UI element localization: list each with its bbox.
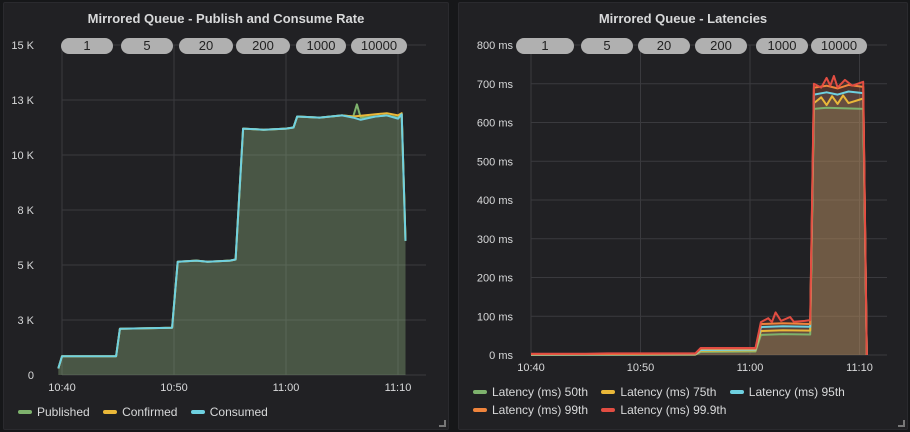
axes: 0 ms 100 ms 200 ms 300 ms 400 ms 500 ms 600 ms… <box>477 40 887 374</box>
panel-latencies: Mirrored Queue - Latencies 0 ms 100 ms 200… <box>458 2 908 430</box>
series-line <box>57 113 407 369</box>
legend-swatch <box>103 410 118 414</box>
legend-label: Latency (ms) 99.9th <box>620 403 727 417</box>
y-tick-label: 300 ms <box>477 234 514 246</box>
annotation-pill[interactable]: 200 <box>695 38 747 54</box>
legend-label: Latency (ms) 95th <box>748 385 845 399</box>
annotation-pill[interactable]: 20 <box>638 38 690 54</box>
series-area <box>531 91 867 355</box>
series-area <box>58 114 406 376</box>
legend-item-99th[interactable]: Latency (ms) 99th <box>473 401 588 419</box>
chart-publish-consume-rate: 0 3 K 5 K 8 K 10 K 13 K 15 K 10:40 10:50 11:00 11:… <box>11 40 426 394</box>
y-tick-label: 15 K <box>11 40 34 52</box>
series-line <box>531 75 868 356</box>
series-area <box>531 84 867 356</box>
legend-label: Latency (ms) 75th <box>620 385 717 399</box>
annotation-pill[interactable]: 1 <box>516 38 574 54</box>
legend-item-confirmed[interactable]: Confirmed <box>103 403 177 421</box>
y-tick-label: 0 ms <box>489 350 513 362</box>
y-tick-label: 5 K <box>17 260 34 272</box>
legend-label: Latency (ms) 99th <box>492 403 589 417</box>
y-tick-label: 600 ms <box>477 118 514 130</box>
resize-handle[interactable] <box>898 420 905 427</box>
annotation-pill[interactable]: 20 <box>179 38 233 54</box>
annotation-pill[interactable]: 1000 <box>756 38 808 54</box>
legend: Published Confirmed Consumed <box>18 403 278 421</box>
legend-item-99-9th[interactable]: Latency (ms) 99.9th <box>601 401 726 419</box>
legend-swatch <box>729 390 744 394</box>
series-area <box>531 76 867 355</box>
annotation-pill[interactable]: 10000 <box>811 38 867 54</box>
legend: Latency (ms) 50th Latency (ms) 75th Late… <box>473 383 903 419</box>
resize-handle[interactable] <box>439 420 446 427</box>
y-tick-label: 8 K <box>17 205 34 217</box>
series-area <box>58 113 406 375</box>
x-tick-label: 11:00 <box>737 362 764 374</box>
x-tick-label: 10:50 <box>627 362 655 374</box>
y-tick-label: 700 ms <box>477 79 514 91</box>
x-tick-label: 10:40 <box>48 382 76 394</box>
y-tick-label: 13 K <box>11 95 34 107</box>
y-tick-label: 200 ms <box>477 273 514 285</box>
chart-latencies: 0 ms 100 ms 200 ms 300 ms 400 ms 500 ms 600 ms… <box>477 40 887 374</box>
y-tick-label: 400 ms <box>477 195 514 207</box>
x-tick-label: 11:10 <box>846 362 873 374</box>
legend-label: Consumed <box>209 405 268 419</box>
annotation-pill[interactable]: 10000 <box>351 38 407 54</box>
legend-item-published[interactable]: Published <box>18 403 90 421</box>
y-tick-label: 0 <box>28 370 34 382</box>
legend-label: Latency (ms) 50th <box>492 385 589 399</box>
panel-title[interactable]: Mirrored Queue - Latencies <box>598 11 768 26</box>
x-tick-label: 10:40 <box>517 362 545 374</box>
legend-swatch <box>601 408 616 412</box>
y-tick-label: 3 K <box>17 315 34 327</box>
annotation-pill[interactable]: 5 <box>581 38 633 54</box>
panel-title[interactable]: Mirrored Queue - Publish and Consume Rat… <box>87 11 365 26</box>
y-tick-label: 500 ms <box>477 156 514 168</box>
legend-label: Confirmed <box>122 405 178 419</box>
annotation-pill[interactable]: 1 <box>61 38 113 54</box>
annotation-pill[interactable]: 1000 <box>296 38 346 54</box>
legend-swatch <box>473 390 487 394</box>
series-area <box>58 104 406 376</box>
legend-item-50th[interactable]: Latency (ms) 50th <box>473 383 588 401</box>
legend-item-consumed[interactable]: Consumed <box>190 403 268 421</box>
axes: 0 3 K 5 K 8 K 10 K 13 K 15 K 10:40 10:50 11:00 11:… <box>11 40 426 394</box>
annotation-pill[interactable]: 5 <box>121 38 173 54</box>
series-area <box>531 95 867 356</box>
y-tick-label: 100 ms <box>477 311 514 323</box>
annotation-pill[interactable]: 200 <box>236 38 290 54</box>
legend-swatch <box>18 410 32 414</box>
y-tick-label: 800 ms <box>477 40 514 52</box>
x-tick-label: 11:10 <box>385 382 412 394</box>
legend-swatch <box>601 390 616 394</box>
panel-publish-consume-rate: Mirrored Queue - Publish and Consume Rat… <box>3 2 449 430</box>
legend-swatch <box>473 408 487 412</box>
series-area <box>531 107 867 355</box>
legend-swatch <box>190 410 205 414</box>
x-tick-label: 10:50 <box>160 382 188 394</box>
legend-item-75th[interactable]: Latency (ms) 75th <box>601 383 716 401</box>
legend-label: Published <box>37 405 90 419</box>
x-tick-label: 11:00 <box>273 382 300 394</box>
legend-item-95th[interactable]: Latency (ms) 95th <box>729 383 845 401</box>
y-tick-label: 10 K <box>11 150 34 162</box>
